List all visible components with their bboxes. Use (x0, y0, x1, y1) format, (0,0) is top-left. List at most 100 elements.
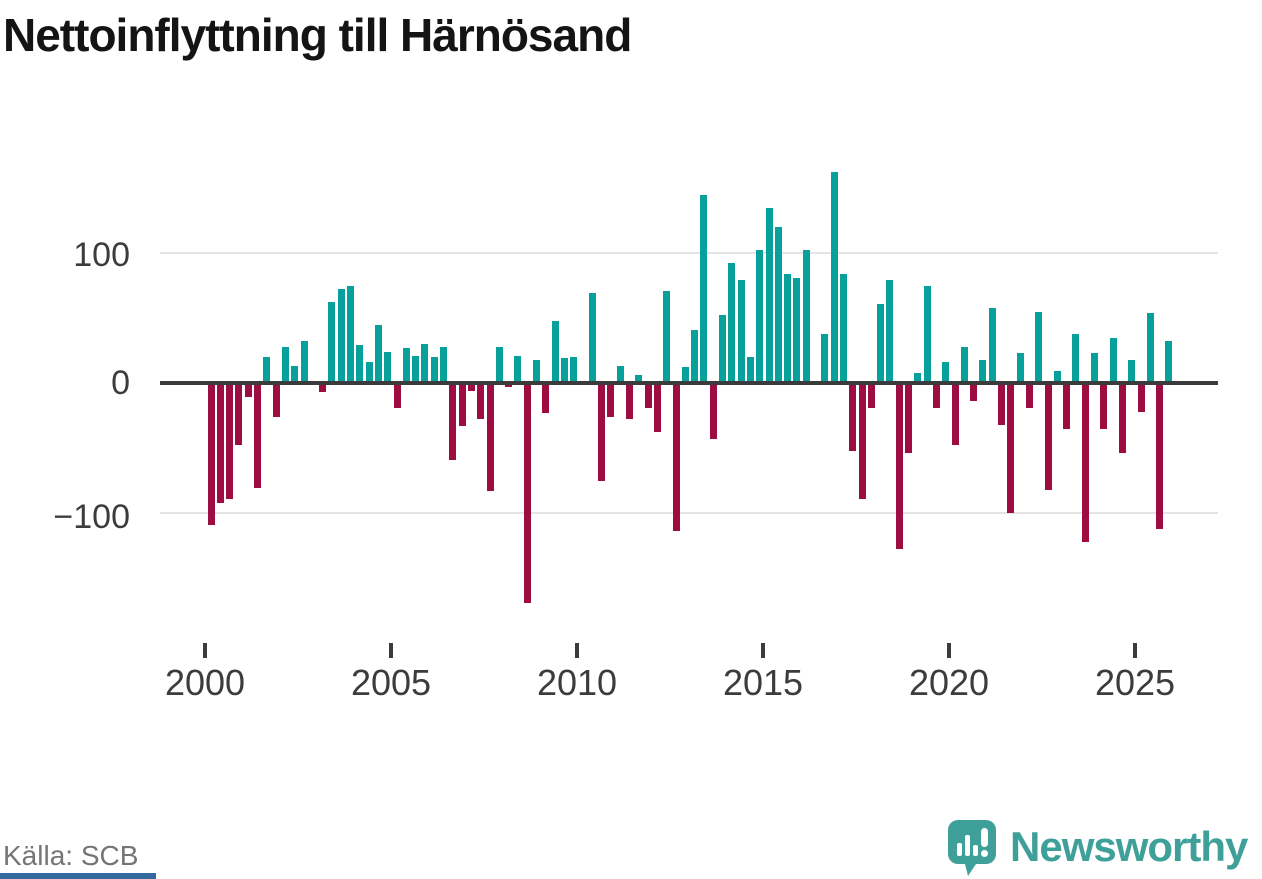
bar-2014Q1 (728, 263, 736, 383)
bar-2014Q2 (737, 280, 745, 383)
bar-2006Q3 (449, 383, 457, 460)
bar-2003Q4 (347, 285, 354, 383)
bar-2011Q4 (644, 383, 652, 408)
bar-2005Q3 (412, 355, 420, 383)
bar-2021Q4 (1016, 353, 1024, 383)
bar-2017Q2 (849, 383, 857, 451)
bar-2019Q4 (942, 362, 950, 383)
bar-2012Q4 (681, 367, 689, 383)
bar-2013Q2 (700, 194, 708, 383)
bar-2025Q2 (1146, 312, 1154, 383)
bar-2017Q3 (858, 383, 866, 499)
bar-2024Q3 (1118, 383, 1126, 454)
bar-2023Q2 (1072, 333, 1080, 383)
bar-2002Q3 (300, 341, 308, 383)
bar-2011Q1 (616, 366, 624, 383)
bar-2008Q3 (523, 383, 531, 603)
bar-2011Q3 (635, 375, 643, 383)
source-label: Källa: SCB (3, 840, 139, 871)
bar-2016Q3 (821, 333, 829, 383)
x-axis-label-2005: 2005 (350, 662, 432, 703)
x-tick-2005 (389, 643, 393, 658)
bar-2019Q2 (923, 285, 931, 383)
bar-2020Q3 (970, 383, 978, 402)
x-axis-label-2025: 2025 (1094, 662, 1176, 703)
bar-2000Q1 (207, 383, 215, 525)
gridline-plus-100 (160, 252, 1218, 254)
bar-2012Q3 (672, 383, 680, 532)
newsworthy-logo-text: Newsworthy (1010, 823, 1248, 870)
bar-2009Q4 (570, 357, 578, 383)
footer-accent-strip (0, 873, 156, 879)
bar-2004Q3 (374, 324, 382, 383)
bar-2023Q3 (1081, 383, 1089, 542)
bar-2005Q1 (393, 383, 401, 408)
bar-2009Q3 (560, 358, 568, 383)
bar-2012Q1 (653, 383, 661, 433)
bar-2018Q3 (895, 383, 903, 550)
bar-2002Q1 (281, 346, 289, 383)
bar-2009Q2 (551, 320, 559, 383)
bar-2021Q2 (998, 383, 1005, 425)
bar-2021Q1 (988, 307, 996, 383)
x-tick-2000 (203, 643, 207, 658)
bar-2023Q4 (1091, 353, 1098, 383)
bar-2001Q2 (254, 383, 261, 489)
bar-2000Q2 (216, 383, 224, 503)
bar-chart-speech-bubble-icon (948, 820, 998, 879)
bar-2000Q3 (226, 383, 234, 499)
x-axis-label-2020: 2020 (908, 662, 990, 703)
bar-2007Q1 (467, 383, 475, 391)
bar-2004Q2 (365, 362, 373, 383)
newsworthy-logo: Newsworthy (948, 818, 1262, 876)
bar-2019Q1 (914, 372, 922, 383)
bar-2010Q2 (588, 293, 596, 383)
bar-2024Q1 (1100, 383, 1108, 429)
bar-2018Q1 (877, 303, 885, 383)
x-axis-label-2015: 2015 (722, 662, 804, 703)
bar-2017Q4 (867, 383, 875, 408)
y-axis-label-0: 0 (111, 364, 130, 402)
bar-2019Q3 (932, 383, 940, 408)
bar-2022Q4 (1053, 371, 1061, 383)
bar-2006Q4 (458, 383, 466, 426)
bar-2001Q3 (263, 357, 271, 383)
bar-2025Q3 (1156, 383, 1164, 529)
bar-2015Q3 (784, 273, 792, 383)
bar-2006Q2 (440, 346, 447, 383)
bar-2020Q1 (951, 383, 959, 446)
bar-2000Q4 (235, 383, 243, 446)
bar-2009Q1 (542, 383, 550, 413)
x-axis-label-2000: 2000 (164, 662, 246, 703)
bar-2003Q3 (337, 289, 345, 383)
bar-2008Q2 (514, 355, 522, 383)
bar-2001Q4 (272, 383, 280, 417)
bar-2025Q4 (1165, 341, 1173, 383)
bar-2006Q1 (430, 357, 438, 383)
bar-2015Q2 (774, 227, 782, 383)
bar-2021Q3 (1007, 383, 1015, 513)
bar-2007Q4 (495, 346, 503, 383)
bar-2017Q1 (839, 273, 847, 383)
x-axis-label-2010: 2010 (536, 662, 618, 703)
bar-2015Q4 (793, 277, 801, 383)
bar-2005Q4 (421, 344, 429, 383)
bar-2004Q1 (356, 345, 364, 383)
bar-2018Q4 (905, 383, 912, 454)
bar-2013Q3 (709, 383, 717, 439)
bar-2018Q2 (886, 280, 894, 383)
x-tick-2015 (761, 643, 765, 658)
bar-2007Q3 (486, 383, 494, 491)
bar-2011Q2 (626, 383, 633, 420)
bar-2020Q4 (979, 359, 987, 383)
bar-2020Q2 (960, 346, 968, 383)
x-tick-2010 (575, 643, 579, 658)
bar-2007Q2 (477, 383, 485, 420)
bar-2005Q2 (402, 347, 410, 383)
bar-2010Q4 (607, 383, 615, 417)
bar-2024Q4 (1128, 359, 1136, 383)
bar-2013Q1 (691, 329, 699, 383)
bar-2022Q3 (1044, 383, 1052, 490)
